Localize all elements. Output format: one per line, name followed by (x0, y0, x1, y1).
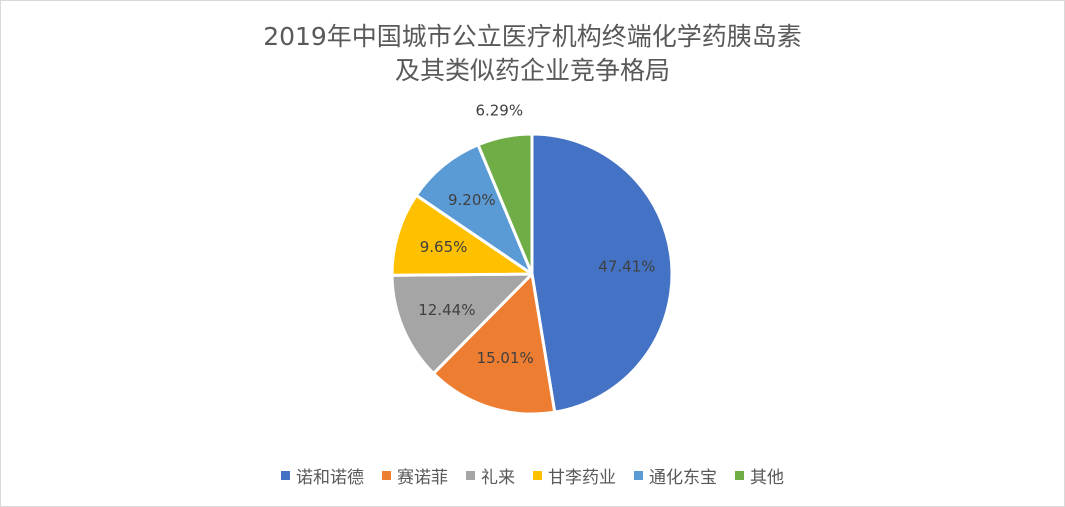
legend-label: 赛诺菲 (397, 468, 448, 488)
legend-swatch (382, 471, 391, 480)
legend-swatch (466, 471, 475, 480)
legend-label: 甘李药业 (548, 468, 616, 488)
chart-title-line-1: 2019年中国城市公立医疗机构终端化学药胰岛素 (263, 22, 802, 51)
legend-swatch (281, 471, 290, 480)
legend-label: 其他 (750, 468, 784, 488)
pie-data-label-4: 9.65% (420, 238, 468, 256)
pie-data-label-3: 12.44% (418, 301, 475, 319)
legend-label: 诺和诺德 (296, 468, 364, 488)
pie-slice-1 (530, 132, 674, 414)
pie-slices (390, 132, 674, 416)
legend: 诺和诺德 赛诺菲 礼来 甘李药业 通化东宝 其他 (1, 463, 1064, 488)
pie-data-label-1: 47.41% (598, 257, 655, 275)
legend-swatch (735, 471, 744, 480)
pie-slice-2 (432, 272, 557, 416)
legend-item-4: 甘李药业 (533, 463, 616, 488)
legend-item-3: 礼来 (466, 463, 515, 488)
pie-data-label-6: 6.29% (475, 102, 523, 120)
pie-slice-4 (390, 193, 534, 277)
pie-slice-5 (414, 143, 534, 276)
chart-title-line-2: 及其类似药企业竞争格局 (394, 56, 670, 85)
pie-slice-3 (390, 272, 534, 375)
legend-label: 通化东宝 (649, 468, 717, 488)
legend-label: 礼来 (481, 468, 515, 488)
legend-item-1: 诺和诺德 (281, 463, 364, 488)
legend-item-6: 其他 (735, 463, 784, 488)
legend-swatch (533, 471, 542, 480)
pie-slice-6 (476, 132, 534, 276)
legend-swatch (634, 471, 643, 480)
legend-item-2: 赛诺菲 (382, 463, 448, 488)
pie-data-label-2: 15.01% (477, 349, 534, 367)
pie-data-labels: 47.41% 15.01% 12.44% 9.65% 9.20% 6.29% (418, 102, 655, 367)
pie-data-label-5: 9.20% (448, 191, 496, 209)
legend-item-5: 通化东宝 (634, 463, 717, 488)
